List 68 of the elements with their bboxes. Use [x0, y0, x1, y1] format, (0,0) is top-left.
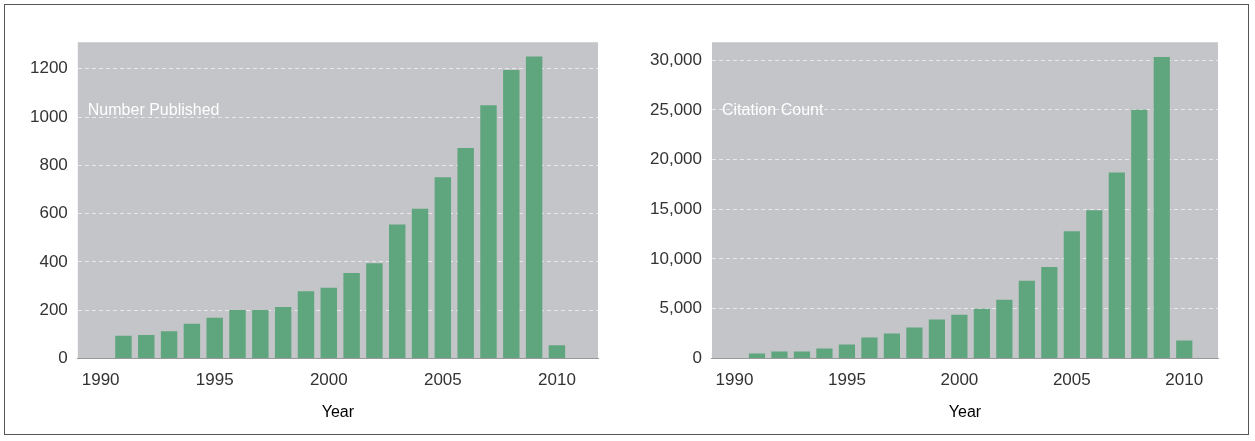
bar	[793, 351, 811, 358]
bar	[252, 309, 269, 358]
bar	[366, 263, 383, 358]
bar	[838, 344, 856, 358]
bar	[1086, 210, 1103, 358]
bar	[274, 306, 292, 358]
y-tick-label: 400	[39, 251, 68, 271]
y-tick-label: 15,000	[650, 198, 702, 218]
y-tick-label: 200	[39, 299, 68, 319]
bar	[138, 334, 155, 358]
x-tick-label: 2010	[1165, 370, 1204, 390]
bar	[434, 177, 452, 358]
bar	[389, 224, 406, 358]
y-tick-label: 0	[58, 348, 68, 368]
x-axis-title: Year	[948, 402, 982, 420]
bar	[480, 105, 497, 358]
bar	[206, 317, 223, 358]
x-tick-label: 2000	[309, 370, 348, 390]
bar	[343, 272, 360, 358]
bar	[748, 353, 766, 358]
y-tick-label: 20,000	[650, 149, 702, 169]
bar	[320, 287, 337, 358]
x-tick-label: 2000	[940, 370, 979, 390]
bar	[457, 147, 474, 358]
bar	[503, 69, 520, 358]
bar	[183, 323, 201, 358]
bar	[1063, 231, 1080, 358]
x-axis-title: Year	[321, 402, 355, 420]
bar	[1176, 340, 1193, 358]
bar	[548, 345, 566, 358]
bar	[816, 348, 833, 358]
bar	[525, 56, 543, 358]
bar	[928, 319, 945, 358]
x-tick-label: 1990	[715, 370, 754, 390]
bar	[771, 351, 788, 358]
x-tick-label: 1995	[195, 370, 234, 390]
annotation: Number Published	[87, 100, 220, 118]
bar	[973, 308, 990, 358]
bar	[1041, 266, 1058, 358]
x-tick-label: 1995	[828, 370, 866, 390]
y-tick-label: 800	[39, 154, 68, 174]
y-tick-label: 30,000	[650, 49, 702, 69]
x-tick-label: 1990	[81, 370, 120, 390]
bar	[1018, 280, 1035, 358]
bar	[883, 333, 901, 358]
y-tick-label: 600	[39, 203, 68, 223]
bar	[1131, 109, 1148, 358]
y-tick-label: 1000	[29, 106, 68, 126]
bar	[906, 327, 923, 358]
y-tick-label: 25,000	[650, 99, 702, 119]
y-tick-label: 5,000	[659, 298, 702, 318]
annotation: Citation Count	[722, 100, 824, 118]
bar	[115, 335, 132, 358]
bar	[1153, 57, 1170, 358]
x-tick-label: 2005	[423, 370, 462, 390]
bar	[297, 291, 315, 358]
bar	[861, 337, 878, 358]
x-tick-label: 2010	[538, 370, 576, 390]
bar	[411, 208, 429, 358]
y-tick-label: 10,000	[650, 248, 702, 268]
bar	[996, 299, 1013, 358]
y-tick-label: 0	[692, 348, 702, 368]
bar	[951, 314, 968, 358]
bar	[160, 331, 178, 358]
x-tick-label: 2005	[1052, 370, 1091, 390]
y-tick-label: 1200	[29, 58, 68, 78]
bar	[1108, 172, 1125, 358]
bar	[229, 309, 246, 358]
